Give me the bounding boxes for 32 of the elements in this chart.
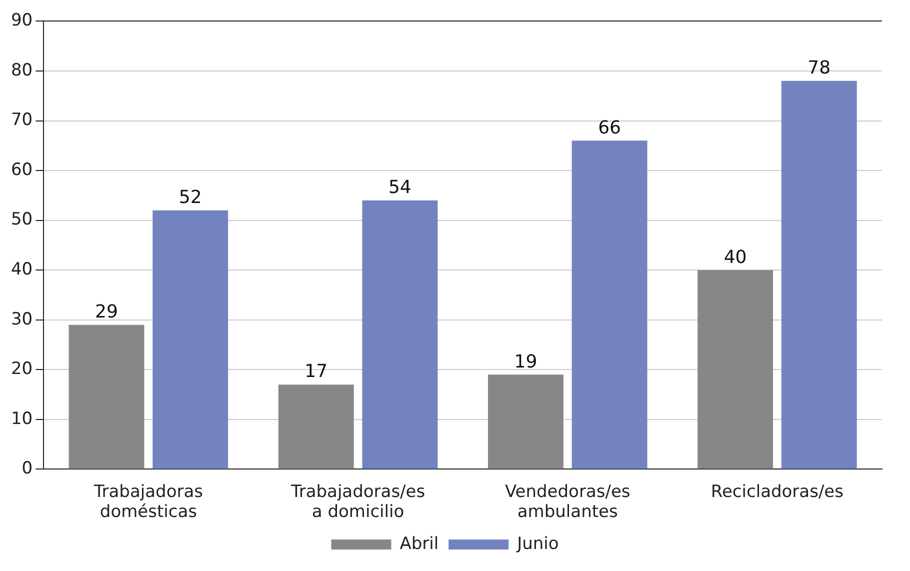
y-tick-label: 70 xyxy=(10,110,33,130)
legend-label: Junio xyxy=(516,534,559,554)
bar xyxy=(572,140,648,469)
y-tick-label: 80 xyxy=(10,60,33,80)
data-label: 40 xyxy=(724,246,747,268)
bar xyxy=(698,270,774,469)
bar xyxy=(68,324,144,469)
y-tick-label: 90 xyxy=(10,10,33,31)
bar xyxy=(278,384,354,469)
y-tick-label: 10 xyxy=(10,408,33,429)
data-label: 54 xyxy=(388,177,412,198)
y-tick-label: 40 xyxy=(10,260,33,280)
data-label: 17 xyxy=(304,361,328,382)
data-label: 29 xyxy=(95,302,118,323)
bar xyxy=(362,200,438,469)
x-tick-label: Trabajadoras domésticas xyxy=(92,482,204,522)
data-label: 52 xyxy=(178,187,202,208)
bar xyxy=(488,374,564,469)
y-tick-label: 60 xyxy=(10,160,33,180)
y-tick-label: 30 xyxy=(10,309,33,330)
legend-label: Abril xyxy=(400,534,439,554)
data-label: 19 xyxy=(514,351,538,372)
x-tick-label: Recicladoras/es xyxy=(710,482,844,502)
y-tick-label: 0 xyxy=(22,458,33,479)
x-tick-label: Vendedoras/es ambulantes xyxy=(504,482,630,522)
x-tick-label: Trabajadoras/es a domicilio xyxy=(290,482,426,522)
data-label: 66 xyxy=(598,117,621,138)
bar xyxy=(152,210,228,469)
bar xyxy=(781,80,857,469)
y-tick-label: 20 xyxy=(10,359,33,380)
y-tick-label: 50 xyxy=(10,210,33,230)
data-label: 78 xyxy=(808,58,831,79)
